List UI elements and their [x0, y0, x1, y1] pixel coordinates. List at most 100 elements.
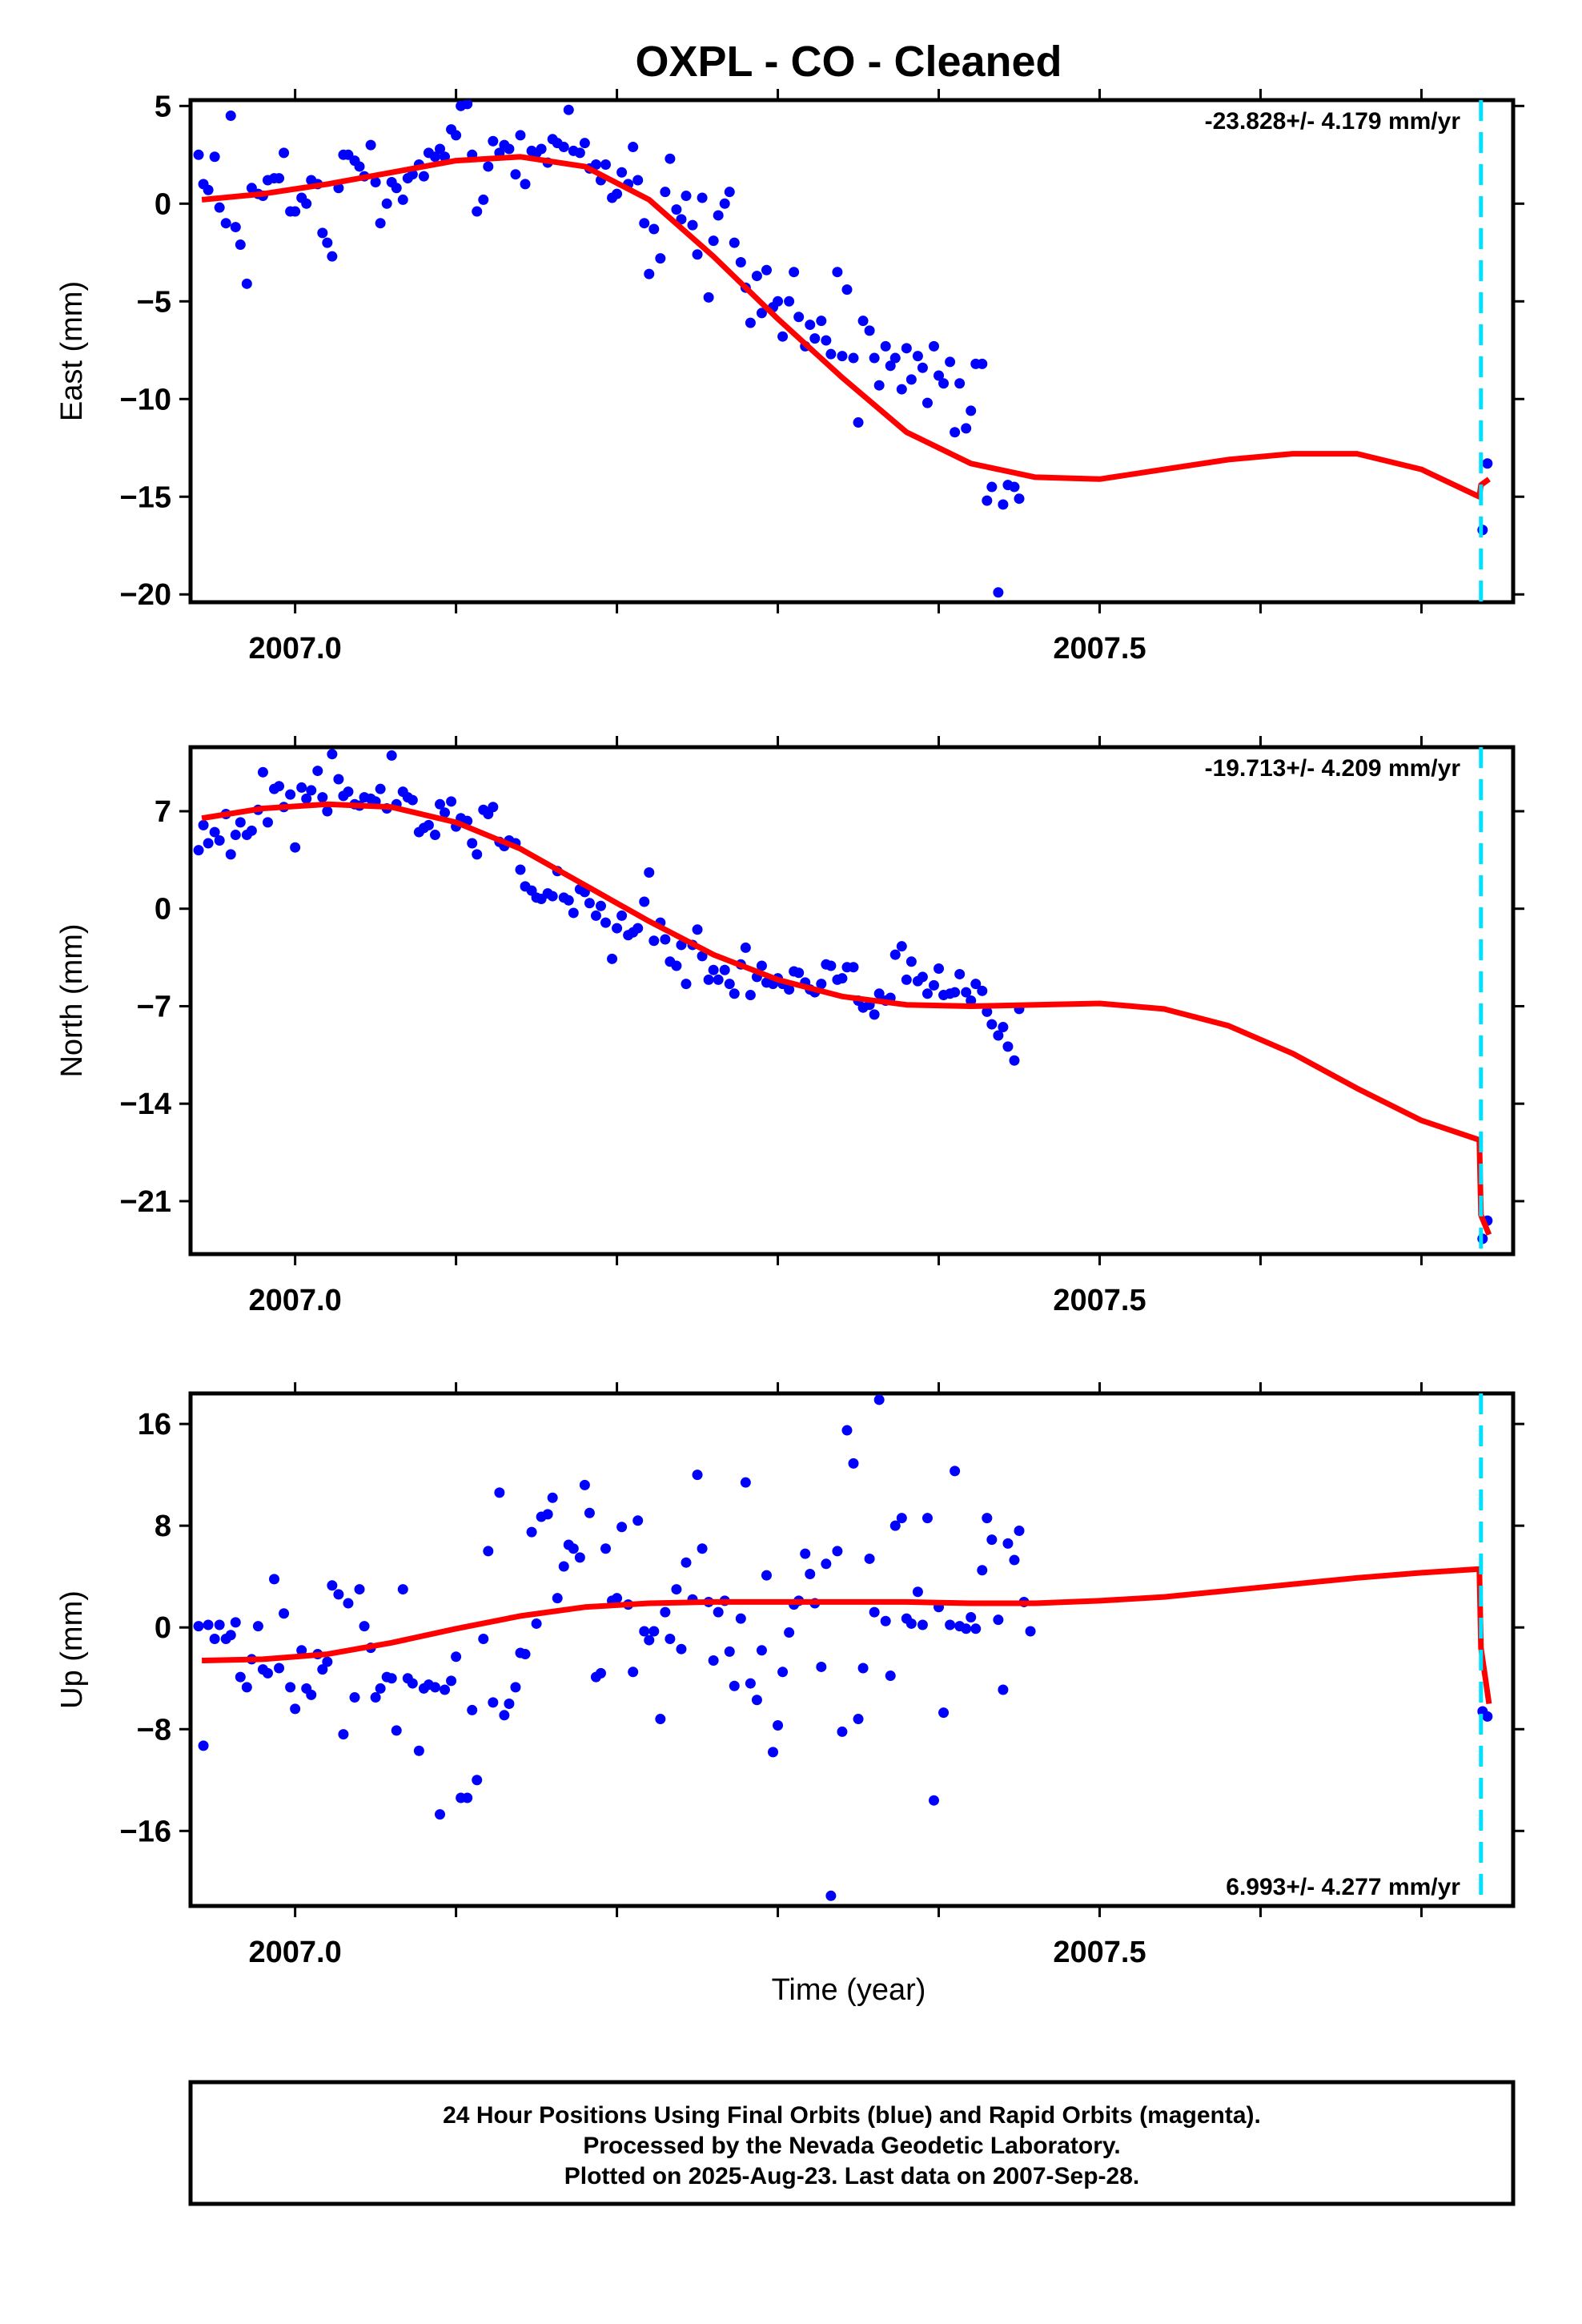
- data-point: [970, 1623, 982, 1634]
- data-point: [531, 1618, 542, 1629]
- data-point: [220, 218, 231, 229]
- data-point: [934, 963, 945, 975]
- data-point: [616, 167, 628, 178]
- data-point: [773, 296, 784, 307]
- data-point: [896, 1513, 907, 1524]
- data-point: [740, 1477, 751, 1488]
- data-point: [274, 781, 285, 792]
- data-point: [375, 783, 386, 794]
- y-tick-label: −20: [120, 578, 171, 612]
- y-tick-label: −21: [120, 1185, 171, 1219]
- data-point: [584, 898, 595, 909]
- data-point: [816, 1661, 827, 1672]
- data-point: [285, 1682, 296, 1693]
- data-point: [1002, 1538, 1014, 1549]
- data-point: [558, 142, 569, 153]
- data-point: [896, 941, 907, 952]
- data-point: [552, 1593, 563, 1604]
- data-point: [262, 817, 273, 828]
- data-point: [290, 206, 301, 217]
- data-point: [510, 1682, 521, 1693]
- data-point: [648, 223, 660, 235]
- plot-area: [193, 747, 1493, 1254]
- data-point: [982, 495, 993, 506]
- data-point: [413, 1745, 424, 1756]
- data-point: [198, 819, 209, 830]
- data-point: [612, 188, 623, 199]
- data-point: [241, 278, 252, 289]
- data-point: [306, 1689, 317, 1700]
- data-point: [655, 1714, 666, 1725]
- data-point: [853, 417, 864, 428]
- data-point: [864, 1553, 875, 1564]
- y-tick-label: −16: [120, 1815, 171, 1848]
- data-point: [616, 910, 628, 921]
- data-point: [381, 198, 392, 209]
- data-point: [504, 143, 515, 155]
- data-point: [805, 320, 816, 331]
- data-point: [945, 1619, 956, 1630]
- data-point: [386, 1673, 397, 1684]
- data-point: [285, 789, 296, 800]
- data-point: [853, 1714, 864, 1725]
- data-point: [665, 153, 676, 164]
- data-point: [568, 907, 579, 919]
- data-point: [333, 1589, 344, 1600]
- data-point: [793, 312, 805, 323]
- data-point: [375, 218, 386, 229]
- data-point: [966, 1612, 977, 1623]
- data-point: [998, 1022, 1009, 1033]
- footer-box: [188, 2080, 1516, 2206]
- data-point: [418, 171, 429, 182]
- data-point: [660, 934, 671, 945]
- data-point: [429, 830, 440, 841]
- data-point: [905, 374, 917, 385]
- data-point: [756, 308, 767, 319]
- data-point: [793, 967, 805, 979]
- data-point: [837, 351, 848, 362]
- data-point: [225, 1630, 236, 1641]
- data-point: [462, 100, 473, 110]
- data-point: [628, 1667, 639, 1678]
- data-point: [977, 985, 988, 996]
- data-point: [600, 1543, 612, 1554]
- data-point: [435, 798, 446, 810]
- data-point: [235, 239, 246, 251]
- panel-frame: [188, 98, 1516, 605]
- data-point: [966, 405, 977, 416]
- model-line: [202, 1566, 1492, 1705]
- data-point: [628, 142, 639, 153]
- data-point: [607, 953, 618, 964]
- data-point: [1009, 481, 1020, 493]
- panel-frame: [188, 1391, 1516, 1908]
- data-point: [214, 1619, 225, 1630]
- data-point: [745, 1678, 756, 1689]
- data-point: [934, 370, 945, 381]
- data-point: [703, 292, 714, 303]
- data-point: [327, 1580, 338, 1591]
- data-point: [203, 184, 214, 195]
- data-point: [451, 1651, 462, 1663]
- data-point: [225, 849, 236, 860]
- footer-line-3: Plotted on 2025-Aug-23. Last data on 200…: [564, 2163, 1140, 2189]
- data-point: [848, 962, 859, 973]
- data-point: [547, 891, 558, 902]
- data-point: [290, 1703, 301, 1715]
- panels-group: 5 0 −5 −10 −15 −20 2007.0 2007.5 East (mm) -23.82…: [55, 89, 1524, 1969]
- data-point: [873, 988, 885, 999]
- data-point: [703, 974, 714, 985]
- data-point: [600, 159, 612, 171]
- data-point: [478, 194, 489, 205]
- data-point: [262, 1667, 273, 1679]
- data-point: [612, 1593, 623, 1604]
- data-point: [579, 1479, 590, 1490]
- data-point: [735, 1613, 746, 1624]
- data-point: [333, 183, 344, 194]
- data-point: [563, 895, 574, 906]
- data-point: [896, 384, 907, 395]
- data-point: [970, 979, 982, 990]
- data-point: [697, 1543, 708, 1554]
- data-point: [917, 971, 928, 983]
- data-point: [230, 830, 241, 841]
- data-point: [209, 151, 220, 163]
